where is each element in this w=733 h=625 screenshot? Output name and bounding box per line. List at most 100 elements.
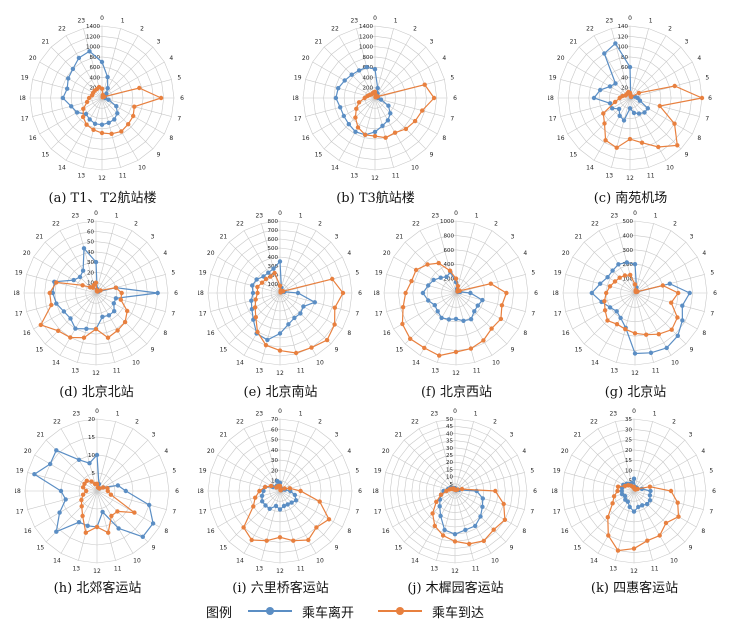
grid-spoke bbox=[217, 256, 281, 294]
grid-spoke bbox=[560, 97, 631, 117]
hour-label: 21 bbox=[220, 431, 228, 438]
hour-label: 19 bbox=[374, 467, 382, 474]
hour-label: 0 bbox=[100, 15, 104, 22]
data-point-depart bbox=[473, 523, 478, 529]
hour-label: 18 bbox=[373, 488, 379, 495]
tick-label: 40 bbox=[271, 448, 278, 454]
data-point-depart bbox=[372, 129, 378, 135]
grid-spoke bbox=[629, 97, 649, 168]
data-point-depart bbox=[631, 110, 637, 116]
data-point-depart bbox=[336, 86, 341, 91]
hour-label: 17 bbox=[554, 311, 562, 318]
series-arrive bbox=[353, 82, 437, 140]
tick-label: 20 bbox=[271, 468, 278, 474]
data-point-arrive bbox=[605, 318, 610, 323]
grid-spoke bbox=[615, 421, 635, 492]
data-point-arrive bbox=[675, 315, 680, 320]
hour-label: 19 bbox=[553, 467, 561, 474]
data-point-depart bbox=[115, 111, 120, 116]
data-point-depart bbox=[65, 86, 70, 91]
grid-spoke bbox=[629, 97, 693, 135]
data-point-arrive bbox=[656, 144, 661, 150]
hour-label: 0 bbox=[628, 15, 632, 22]
hour-label: 1 bbox=[474, 411, 478, 418]
hour-label: 21 bbox=[315, 38, 323, 45]
tick-label: 15 bbox=[88, 435, 95, 441]
tick-label: 50 bbox=[271, 438, 278, 444]
data-point-arrive bbox=[96, 84, 102, 90]
data-point-arrive bbox=[259, 280, 265, 285]
hour-label: 6 bbox=[534, 290, 538, 297]
data-point-arrive bbox=[309, 345, 314, 350]
data-point-depart bbox=[76, 457, 82, 462]
data-point-arrive bbox=[81, 106, 86, 112]
grid-spoke bbox=[393, 256, 457, 294]
hour-label: 6 bbox=[708, 95, 712, 102]
hour-label: 20 bbox=[557, 55, 565, 62]
data-point-depart bbox=[277, 507, 283, 512]
tick-label: 600 bbox=[90, 65, 101, 71]
hour-label: 15 bbox=[570, 152, 578, 159]
grid-spoke bbox=[78, 421, 98, 492]
series-arrive bbox=[241, 483, 332, 543]
tick-label: 10 bbox=[446, 475, 453, 481]
grid-spoke bbox=[356, 28, 376, 99]
hour-label: 23 bbox=[431, 213, 439, 220]
data-point-depart bbox=[478, 514, 483, 519]
data-point-depart bbox=[80, 268, 86, 273]
data-point-depart bbox=[627, 64, 633, 70]
hour-label: 15 bbox=[395, 545, 403, 552]
data-point-depart bbox=[250, 290, 256, 296]
hour-label: 20 bbox=[24, 448, 32, 455]
hour-label: 1 bbox=[116, 411, 120, 418]
data-point-arrive bbox=[644, 332, 649, 337]
data-point-arrive bbox=[49, 302, 54, 308]
hour-label: 2 bbox=[493, 419, 497, 426]
data-point-depart bbox=[349, 72, 354, 77]
data-point-arrive bbox=[298, 488, 303, 494]
data-point-arrive bbox=[82, 481, 87, 486]
data-point-arrive bbox=[251, 504, 256, 509]
hour-label: 13 bbox=[431, 367, 439, 374]
hour-label: 23 bbox=[350, 18, 358, 25]
data-point-depart bbox=[375, 85, 380, 91]
tick-label: 70 bbox=[271, 417, 278, 423]
hour-label: 3 bbox=[510, 431, 514, 438]
data-point-arrive bbox=[501, 501, 506, 507]
data-point-depart bbox=[77, 274, 83, 280]
data-point-depart bbox=[277, 259, 283, 264]
data-point-arrive bbox=[257, 488, 262, 494]
grid-spoke bbox=[243, 490, 281, 554]
tick-label: 400 bbox=[268, 255, 279, 261]
grid-spoke bbox=[455, 223, 475, 294]
tick-label: 200 bbox=[444, 277, 455, 283]
hour-label: 16 bbox=[29, 135, 37, 142]
hour-label: 23 bbox=[77, 18, 85, 25]
data-point-arrive bbox=[645, 538, 650, 543]
hour-label: 17 bbox=[549, 116, 557, 123]
hour-label: 2 bbox=[318, 221, 322, 228]
data-point-arrive bbox=[253, 297, 258, 302]
data-point-arrive bbox=[453, 276, 459, 281]
grid-spoke bbox=[279, 490, 317, 554]
radar-panel-sihui-bus-station: 5101520253035012345678910111213141516171… bbox=[552, 403, 717, 598]
series-arrive bbox=[252, 270, 346, 356]
radar-panel-beijing-south: 1002003004005006007008000123456789101112… bbox=[198, 205, 363, 400]
series-arrive bbox=[430, 486, 508, 547]
tick-label: 1400 bbox=[86, 24, 100, 30]
hour-label: 11 bbox=[473, 367, 481, 374]
panel-caption: (d) 北京北站 bbox=[59, 385, 134, 400]
hour-label: 17 bbox=[199, 311, 207, 318]
grid-spoke bbox=[633, 490, 671, 554]
grid-spoke bbox=[101, 97, 139, 161]
data-point-depart bbox=[58, 488, 64, 494]
data-point-depart bbox=[81, 246, 87, 251]
data-point-depart bbox=[380, 123, 385, 128]
tick-label: 30 bbox=[446, 446, 453, 452]
data-point-depart bbox=[346, 122, 351, 127]
data-point-arrive bbox=[131, 113, 136, 119]
data-point-arrive bbox=[93, 326, 99, 332]
data-point-arrive bbox=[612, 279, 618, 284]
tick-label: 200 bbox=[623, 262, 634, 268]
